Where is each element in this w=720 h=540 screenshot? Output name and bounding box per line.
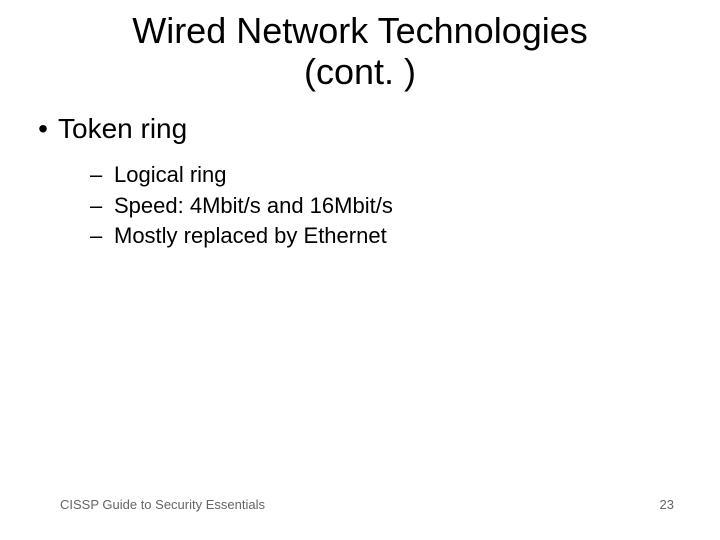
slide-title: Wired Network Technologies (cont. ): [0, 0, 720, 93]
slide-body: • Token ring – Logical ring – Speed: 4Mb…: [0, 111, 720, 252]
bullet-level2-marker: –: [90, 221, 114, 252]
bullet-level2-marker: –: [90, 191, 114, 222]
footer-right: 23: [660, 497, 674, 512]
bullet-level2-text: Logical ring: [114, 160, 720, 191]
bullet-level2-item: – Speed: 4Mbit/s and 16Mbit/s: [90, 191, 720, 222]
title-line-1: Wired Network Technologies: [132, 10, 588, 51]
bullet-level2-text: Speed: 4Mbit/s and 16Mbit/s: [114, 191, 720, 222]
slide: Wired Network Technologies (cont. ) • To…: [0, 0, 720, 540]
bullet-level2-item: – Logical ring: [90, 160, 720, 191]
title-line-2: (cont. ): [304, 51, 416, 92]
bullet-level1-item: • Token ring: [28, 111, 720, 146]
bullet-level2-marker: –: [90, 160, 114, 191]
bullet-level2-list: – Logical ring – Speed: 4Mbit/s and 16Mb…: [0, 160, 720, 252]
bullet-level2-text: Mostly replaced by Ethernet: [114, 221, 720, 252]
bullet-level1-text: Token ring: [58, 111, 720, 146]
footer-left: CISSP Guide to Security Essentials: [60, 497, 265, 512]
bullet-level1-marker: •: [28, 111, 58, 146]
bullet-level2-item: – Mostly replaced by Ethernet: [90, 221, 720, 252]
